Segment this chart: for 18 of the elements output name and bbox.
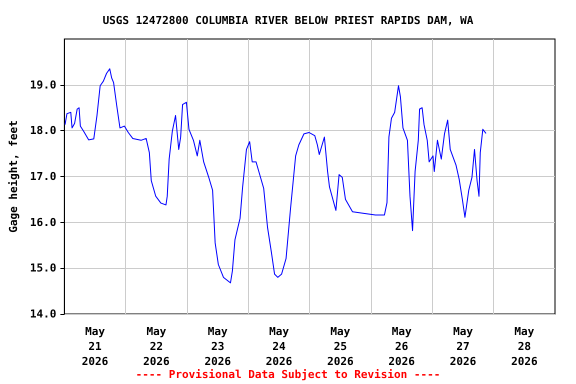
x-tick-label: May 21 2026 (82, 325, 109, 368)
x-tick-label: May 25 2026 (327, 325, 354, 368)
y-axis-title: Gage height, feet (7, 120, 20, 233)
x-tick-label: May 27 2026 (450, 325, 477, 368)
line-series (64, 68, 487, 284)
x-tick-label: May 24 2026 (266, 325, 293, 368)
text: ---- Provisional Data Subject to Revision ---- (136, 368, 440, 381)
x-tick-label: May 26 2026 (388, 325, 416, 368)
y-tick-label: 15.0 (30, 262, 56, 275)
y-tick-label: 19.0 (30, 78, 56, 92)
y-tick-label: 14.0 (30, 308, 56, 320)
y-tick-label: 18.0 (30, 124, 56, 138)
y-tick-label: 17.0 (30, 170, 56, 183)
chart-title: USGS 12472800 COLUMBIA RIVER BELOW PRIEST RAPIDS DAM, WA (102, 14, 474, 27)
y-tick-label: 16.0 (30, 216, 56, 229)
x-tick-label: May 28 2026 (511, 325, 538, 368)
x-tick-label: May 23 2026 (204, 325, 232, 368)
x-tick-label: May 22 2026 (143, 325, 170, 368)
